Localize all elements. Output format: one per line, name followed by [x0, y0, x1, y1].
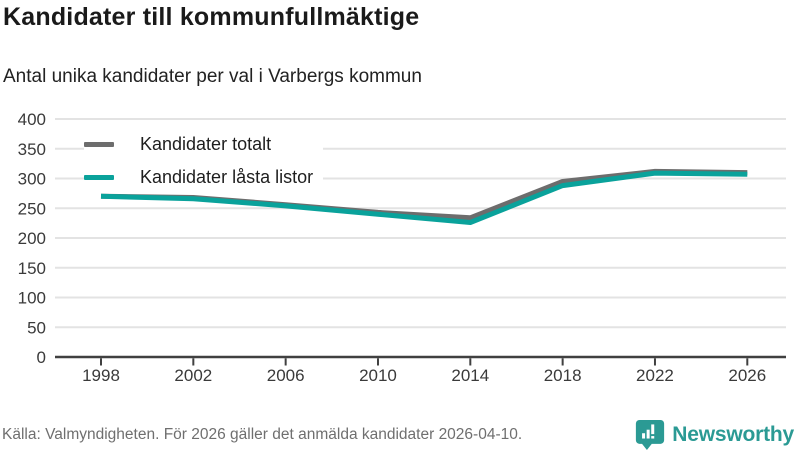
legend-label: Kandidater låsta listor [140, 167, 314, 187]
y-axis-tick-label: 0 [37, 348, 46, 367]
x-axis-tick-label: 2026 [728, 366, 766, 385]
footer: Källa: Valmyndigheten. För 2026 gäller d… [0, 420, 800, 450]
chart-legend: Kandidater totalt Kandidater låsta listor [84, 130, 324, 192]
y-axis-tick-label: 400 [18, 110, 46, 129]
chart-title: Kandidater till kommunfullmäktige [3, 3, 420, 31]
x-axis-tick-label: 2002 [174, 366, 212, 385]
legend-item: Kandidater låsta listor [84, 163, 324, 192]
legend-swatch [84, 142, 114, 147]
chart-subtitle: Antal unika kandidater per val i Varberg… [3, 66, 422, 87]
source-note: Källa: Valmyndigheten. För 2026 gäller d… [2, 426, 523, 443]
x-axis-tick-label: 2018 [544, 366, 582, 385]
y-axis-tick-label: 150 [18, 259, 46, 278]
y-axis-tick-label: 250 [18, 199, 46, 218]
x-axis-tick-label: 2010 [359, 366, 397, 385]
legend-label: Kandidater totalt [140, 134, 272, 154]
series-line-kandidater-l-sta-listor [100, 170, 748, 225]
x-axis-tick-label: 2022 [636, 366, 674, 385]
y-axis-tick-label: 200 [18, 229, 46, 248]
x-axis-tick-label: 2006 [267, 366, 305, 385]
y-axis-tick-label: 50 [27, 318, 46, 337]
legend-item: Kandidater totalt [84, 130, 324, 159]
legend-swatch [84, 175, 114, 180]
newsworthy-logo: Newsworthy [635, 419, 794, 451]
y-axis-tick-label: 300 [18, 170, 46, 189]
newsworthy-logo-icon [636, 420, 665, 450]
brand-name: Newsworthy [672, 423, 794, 446]
y-axis-tick-label: 350 [18, 140, 46, 159]
x-axis-tick-label: 2014 [451, 366, 489, 385]
y-axis-tick-label: 100 [18, 289, 46, 308]
x-axis-tick-label: 1998 [82, 366, 120, 385]
